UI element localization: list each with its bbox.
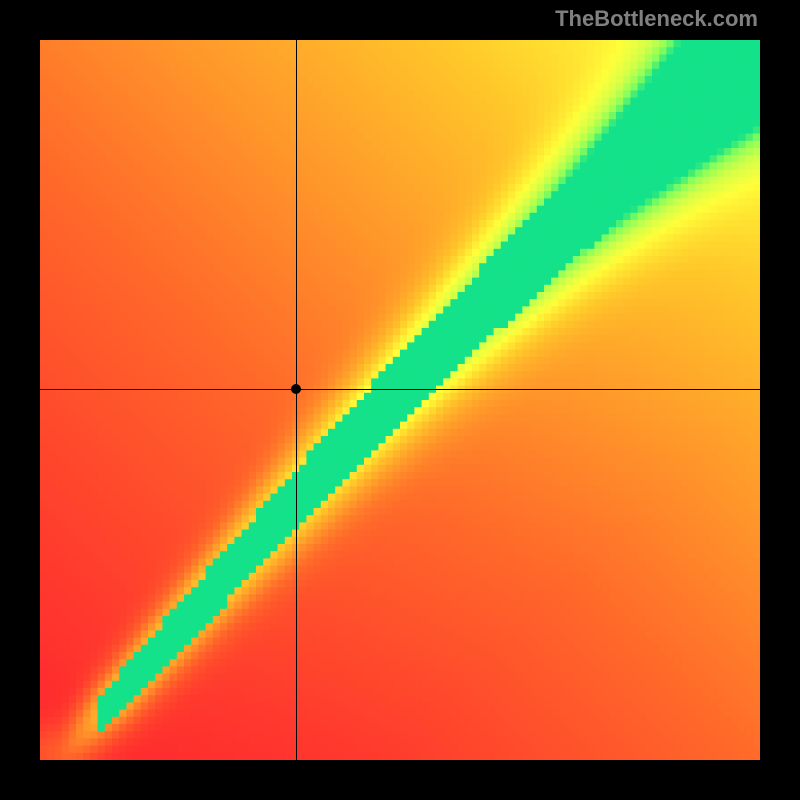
crosshair-horizontal [40,389,760,390]
plot-area [40,40,760,760]
chart-frame: TheBottleneck.com [0,0,800,800]
watermark-text: TheBottleneck.com [555,6,758,32]
crosshair-vertical [296,40,297,760]
heatmap-canvas [40,40,760,760]
marker-point [291,384,301,394]
